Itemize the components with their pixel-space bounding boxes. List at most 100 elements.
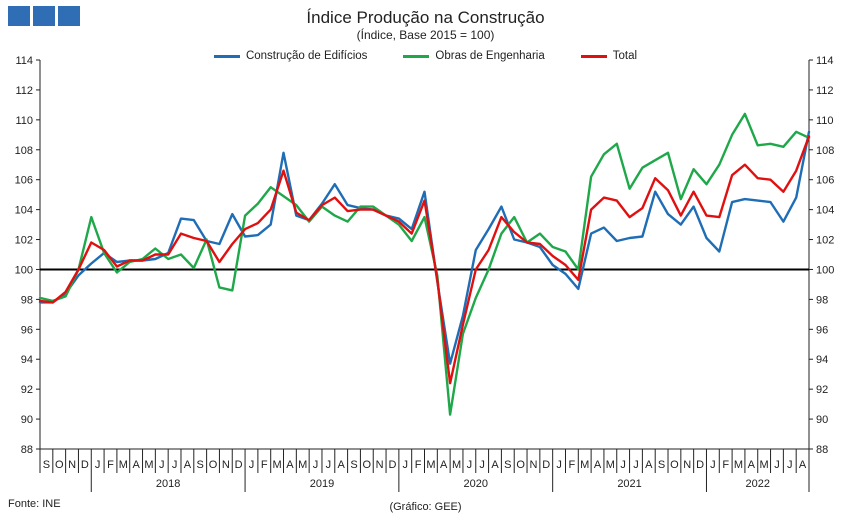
month-label: N <box>376 459 384 471</box>
y-tick-label-right: 108 <box>816 145 834 157</box>
legend-item-total: Total <box>580 50 638 62</box>
month-label: J <box>326 459 332 471</box>
y-tick-label-left: 114 <box>15 55 33 67</box>
month-label: J <box>556 459 562 471</box>
month-label: J <box>249 459 255 471</box>
month-label: S <box>350 459 357 471</box>
y-tick-label-left: 104 <box>15 205 33 217</box>
month-label: N <box>683 459 691 471</box>
month-label: F <box>569 459 576 471</box>
y-tick-label-right: 104 <box>816 205 834 217</box>
month-label: M <box>144 459 153 471</box>
month-label: A <box>184 459 192 471</box>
month-label: A <box>645 459 653 471</box>
month-label: S <box>197 459 204 471</box>
y-tick-label-left: 102 <box>15 235 33 247</box>
month-label: J <box>710 459 716 471</box>
y-tick-label-right: 112 <box>816 85 834 97</box>
month-label: D <box>81 459 89 471</box>
y-tick-label-left: 88 <box>21 444 33 456</box>
month-label: F <box>415 459 422 471</box>
month-label: O <box>209 459 218 471</box>
y-tick-label-left: 108 <box>15 145 33 157</box>
month-label: N <box>222 459 230 471</box>
legend-swatch-engenharia <box>403 54 430 58</box>
month-label: F <box>107 459 114 471</box>
month-label: O <box>516 459 525 471</box>
month-label: J <box>313 459 319 471</box>
month-label: A <box>594 459 602 471</box>
y-tick-label-right: 90 <box>816 414 828 426</box>
month-label: D <box>388 459 396 471</box>
year-label: 2018 <box>156 478 180 490</box>
y-tick-label-left: 96 <box>21 324 33 336</box>
logo-mark <box>8 6 80 26</box>
y-tick-label-left: 100 <box>15 264 33 276</box>
y-tick-label-left: 106 <box>15 175 33 187</box>
year-label: 2022 <box>745 478 769 490</box>
month-label: N <box>529 459 537 471</box>
y-tick-label-right: 106 <box>816 175 834 187</box>
month-label: J <box>633 459 639 471</box>
y-tick-label-right: 96 <box>816 324 828 336</box>
month-label: M <box>452 459 461 471</box>
month-label: J <box>95 459 101 471</box>
legend-swatch-total <box>580 54 607 58</box>
legend-label-total: Total <box>612 50 638 62</box>
month-label: J <box>787 459 793 471</box>
month-label: D <box>696 459 704 471</box>
chart-legend: Construção de Edifícios Obras de Engenha… <box>0 50 851 62</box>
chart-subtitle: (Índice, Base 2015 = 100) <box>356 28 495 42</box>
month-label: M <box>734 459 743 471</box>
legend-item-engenharia: Obras de Engenharia <box>403 50 545 62</box>
y-tick-label-left: 94 <box>21 354 33 366</box>
month-label: J <box>620 459 626 471</box>
month-label: O <box>55 459 64 471</box>
month-label: D <box>235 459 243 471</box>
month-label: A <box>491 459 499 471</box>
y-tick-label-right: 102 <box>816 235 834 247</box>
month-label: A <box>748 459 756 471</box>
year-label: 2019 <box>310 478 334 490</box>
month-label: S <box>43 459 50 471</box>
y-tick-label-right: 98 <box>816 294 828 306</box>
month-label: M <box>273 459 282 471</box>
month-label: M <box>760 459 769 471</box>
month-label: J <box>467 459 473 471</box>
y-tick-label-right: 100 <box>816 264 834 276</box>
month-label: J <box>172 459 178 471</box>
legend-label-engenharia: Obras de Engenharia <box>435 50 545 62</box>
month-label: J <box>479 459 485 471</box>
month-label: M <box>119 459 128 471</box>
month-label: O <box>670 459 679 471</box>
month-label: M <box>606 459 615 471</box>
y-tick-label-right: 94 <box>816 354 828 366</box>
month-label: N <box>68 459 76 471</box>
legend-item-edificios: Construção de Edifícios <box>213 50 368 62</box>
month-label: J <box>774 459 780 471</box>
y-tick-label-right: 110 <box>816 115 834 127</box>
month-label: O <box>363 459 372 471</box>
month-label: J <box>159 459 165 471</box>
month-label: M <box>298 459 307 471</box>
month-label: A <box>799 459 807 471</box>
month-label: D <box>542 459 550 471</box>
month-label: M <box>426 459 435 471</box>
y-tick-label-left: 112 <box>15 85 33 97</box>
chart-title: Índice Produção na Construção <box>306 8 545 27</box>
month-label: A <box>132 459 140 471</box>
legend-label-edificios: Construção de Edifícios <box>245 50 368 62</box>
y-tick-label-right: 92 <box>816 384 828 396</box>
year-label: 2020 <box>464 478 488 490</box>
month-label: J <box>403 459 409 471</box>
y-tick-label-right: 88 <box>816 444 828 456</box>
month-label: F <box>722 459 729 471</box>
month-label: F <box>261 459 268 471</box>
series-line-engenharia <box>38 112 811 416</box>
month-label: A <box>440 459 448 471</box>
y-tick-label-left: 98 <box>21 294 33 306</box>
month-label: M <box>580 459 589 471</box>
month-label: A <box>338 459 346 471</box>
credit-note: (Gráfico: GEE) <box>389 501 462 513</box>
